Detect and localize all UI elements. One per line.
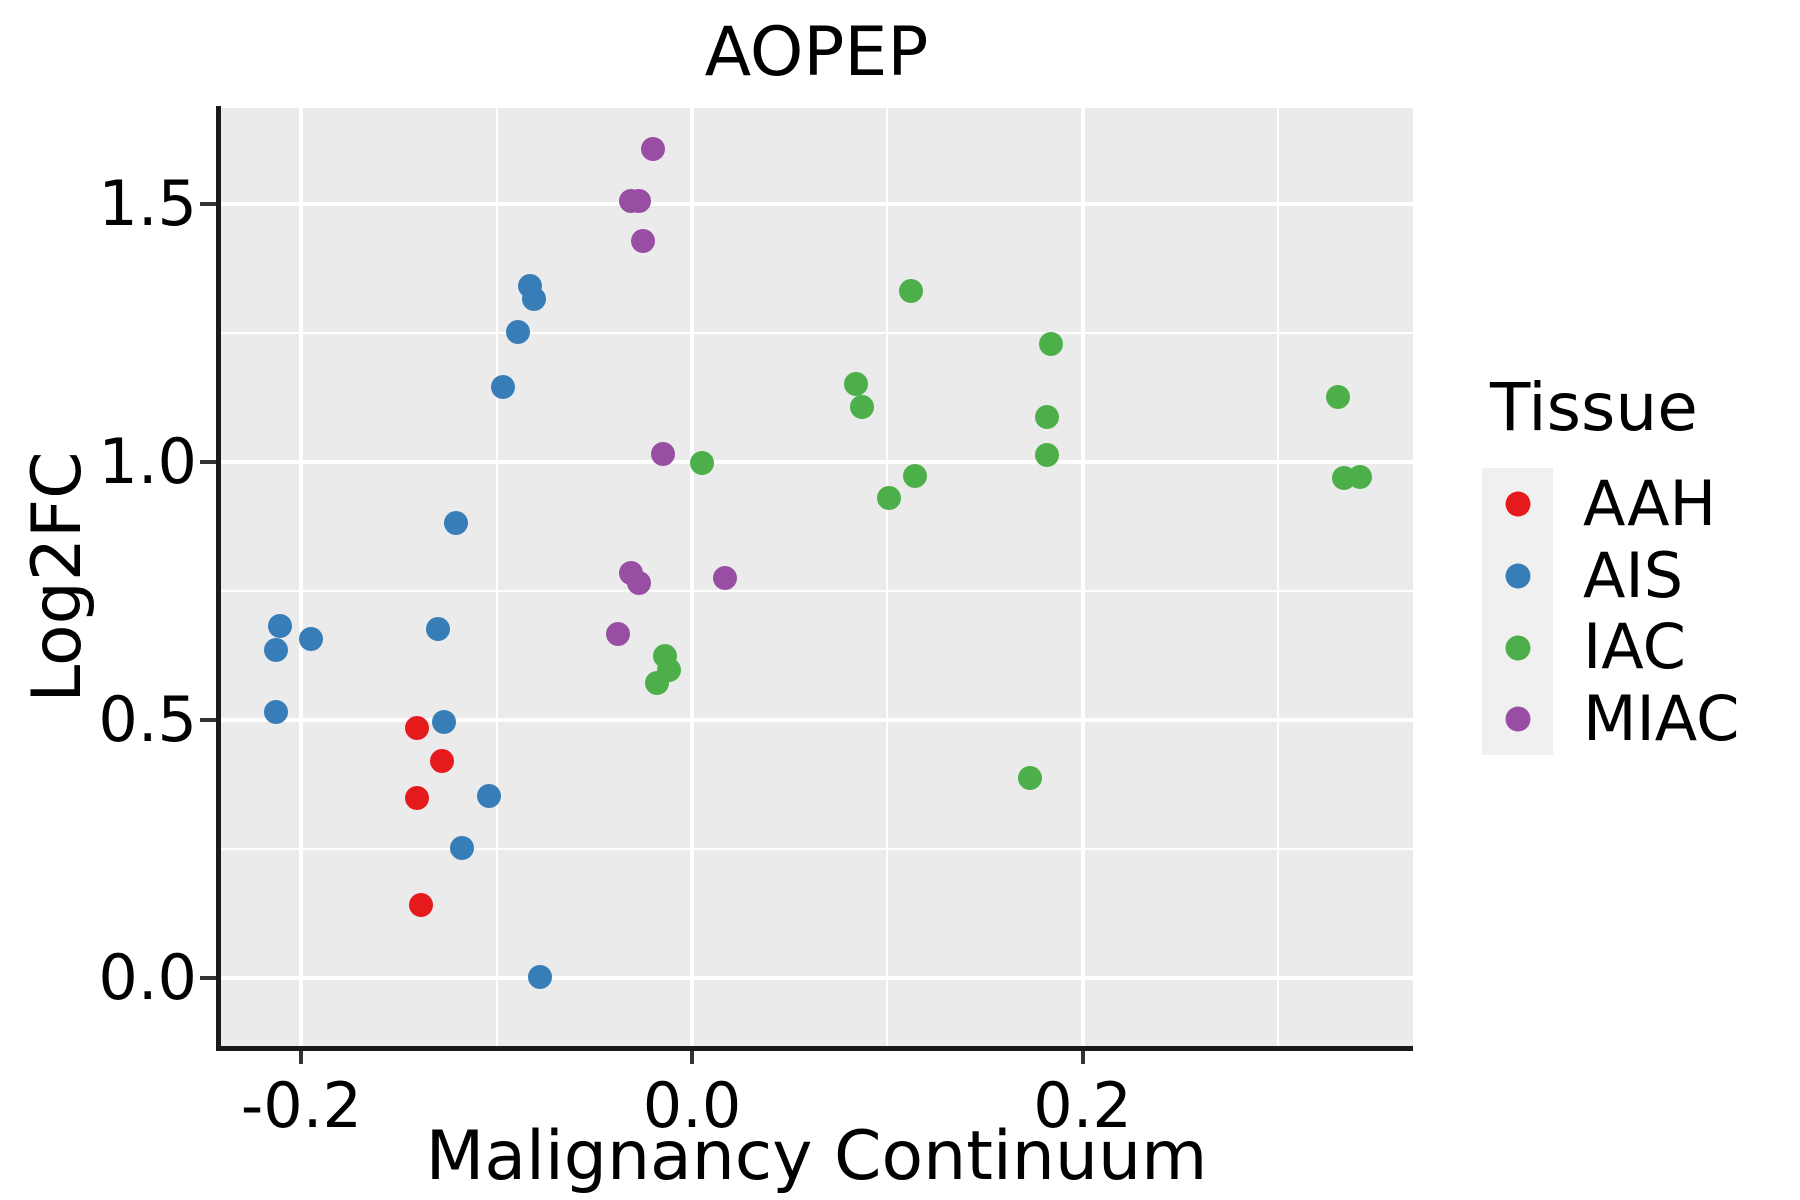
data-point-IAC <box>689 451 714 475</box>
x-tick-label: 0.2 <box>1033 1069 1132 1142</box>
data-point-AIS <box>449 835 474 860</box>
data-point-MIAC <box>713 566 738 591</box>
legend-key-MIAC <box>1482 683 1553 756</box>
data-point-IAC <box>1039 331 1064 356</box>
legend-title: Tissue <box>1490 369 1698 446</box>
x-axis-title: Malignancy Continuum <box>425 1117 1208 1196</box>
legend-label-AIS: AIS <box>1583 538 1684 612</box>
plot-panel <box>220 108 1413 1046</box>
legend-swatch-IAC <box>1505 635 1530 660</box>
data-point-AIS <box>264 637 289 662</box>
data-point-MIAC <box>627 570 652 595</box>
gridline-minor-horizontal <box>220 589 1413 592</box>
data-point-MIAC <box>627 188 652 213</box>
legend-key-IAC <box>1482 611 1553 684</box>
data-point-IAC <box>1326 384 1351 409</box>
data-point-AAH <box>408 893 433 918</box>
data-point-AIS <box>506 319 531 344</box>
gridline-major-vertical <box>1080 108 1085 1046</box>
data-point-AAH <box>404 785 429 810</box>
data-point-IAC <box>844 372 869 397</box>
data-point-AIS <box>267 614 292 639</box>
legend-label-AAH: AAH <box>1583 466 1717 540</box>
data-point-AIS <box>476 783 501 808</box>
legend-swatch-AIS <box>1505 563 1530 589</box>
data-point-AIS <box>299 626 324 651</box>
y-tick-label: 1.5 <box>98 166 197 240</box>
data-point-AIS <box>527 965 552 990</box>
data-point-MIAC <box>650 441 675 466</box>
x-tick-label: 0.0 <box>642 1069 742 1142</box>
axis-spine-bottom <box>216 1046 1413 1051</box>
data-point-AAH <box>430 748 455 773</box>
y-tick-label: 0.0 <box>98 940 197 1014</box>
data-point-IAC <box>1035 442 1060 467</box>
data-point-IAC <box>849 394 874 419</box>
gridline-minor-horizontal <box>220 847 1413 850</box>
data-point-IAC <box>898 279 923 304</box>
data-point-IAC <box>902 463 927 488</box>
y-tick <box>200 201 220 206</box>
x-tick <box>1080 1046 1085 1064</box>
gridline-minor-vertical <box>495 108 498 1046</box>
legend-label-IAC: IAC <box>1583 610 1686 684</box>
y-tick-label: 0.5 <box>98 682 197 756</box>
data-point-AIS <box>490 375 515 400</box>
gridline-major-horizontal <box>220 459 1413 464</box>
data-point-IAC <box>877 486 902 511</box>
gridline-minor-horizontal <box>220 331 1413 334</box>
data-point-AIS <box>426 616 451 641</box>
gridline-minor-vertical <box>1276 108 1279 1046</box>
gridline-minor-vertical <box>886 108 889 1046</box>
plot-title: AOPEP <box>704 13 929 92</box>
gridline-major-horizontal <box>220 201 1413 206</box>
x-tick-label: -0.2 <box>240 1069 362 1142</box>
data-point-MIAC <box>605 621 630 646</box>
gridline-major-horizontal <box>220 717 1413 722</box>
y-tick <box>200 459 220 464</box>
data-point-AIS <box>431 710 456 735</box>
data-point-AIS <box>264 699 289 724</box>
data-point-MIAC <box>640 136 665 161</box>
legend-label-MIAC: MIAC <box>1583 682 1740 756</box>
data-point-AAH <box>404 715 429 740</box>
data-point-IAC <box>1035 405 1060 430</box>
gridline-major-horizontal <box>220 975 1413 980</box>
legend-key-AAH <box>1482 468 1553 540</box>
x-tick <box>299 1046 304 1064</box>
data-point-IAC <box>1347 464 1372 489</box>
data-point-IAC <box>1017 765 1042 790</box>
data-point-AIS <box>443 510 468 535</box>
y-tick <box>200 717 220 722</box>
gridline-major-vertical <box>299 108 304 1046</box>
legend-swatch-AAH <box>1505 491 1530 517</box>
legend-key-AIS <box>1482 539 1553 612</box>
y-tick <box>200 975 220 980</box>
axis-spine-left <box>216 106 221 1051</box>
legend-swatch-MIAC <box>1505 706 1530 732</box>
data-point-AIS <box>521 286 546 311</box>
data-point-IAC <box>644 670 669 695</box>
y-tick-label: 1.0 <box>98 424 197 498</box>
x-tick <box>690 1046 694 1064</box>
data-point-MIAC <box>631 229 656 254</box>
gridline-major-vertical <box>690 108 694 1046</box>
